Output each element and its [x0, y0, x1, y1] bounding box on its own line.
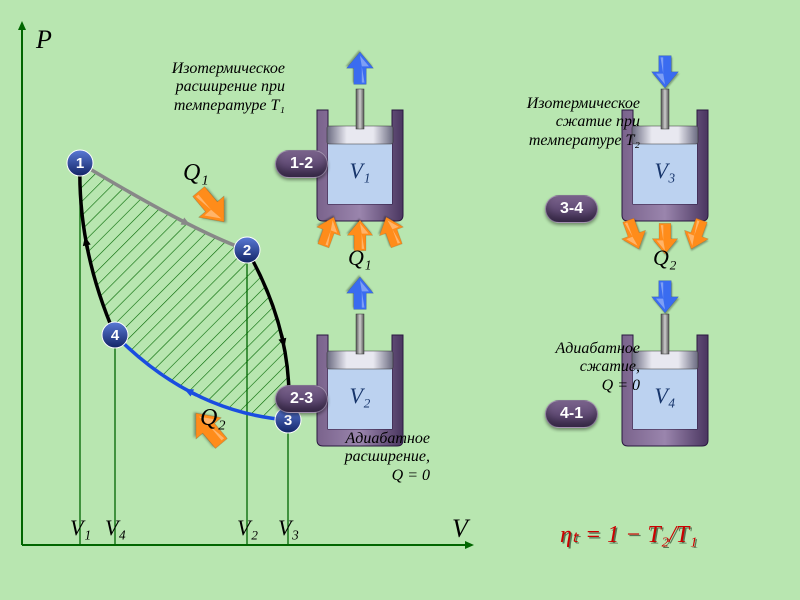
- pv-node-label: 2: [243, 242, 251, 259]
- p-label: P: [35, 25, 52, 54]
- step-badge: 4-1: [545, 400, 598, 428]
- tick-label: V₄: [105, 515, 126, 540]
- volume-label: V₃: [654, 158, 675, 183]
- tick-label: V₃: [278, 515, 299, 540]
- tick-label: V₂: [237, 515, 258, 540]
- piston-q-label: Q₁: [348, 245, 372, 270]
- pv-node-label: 4: [111, 327, 120, 344]
- step-caption: Адиабатное расширение, Q = 0: [345, 430, 430, 485]
- carnot-diagram: PVV₁V₄V₂V₃1234Q₁Q₂V₁Q₁V₂V₃Q₂V₄: [0, 0, 800, 600]
- efficiency-formula: ηₜ = 1 − T₂/T₁: [560, 520, 697, 549]
- step-badge: 2-3: [275, 385, 328, 413]
- q1-label: Q₁: [183, 160, 209, 186]
- step-caption: Изотермическое расширение при температур…: [172, 60, 285, 115]
- pv-node-label: 1: [76, 155, 84, 172]
- step-caption: Адиабатное сжатие, Q = 0: [555, 340, 640, 395]
- pv-node-label: 3: [284, 412, 292, 429]
- step-caption: Изотермическое сжатие при температуре T₂: [527, 95, 640, 150]
- volume-label: V₂: [349, 383, 370, 408]
- step-badge: 1-2: [275, 150, 328, 178]
- tick-label: V₁: [70, 515, 91, 540]
- step-badge: 3-4: [545, 195, 598, 223]
- volume-label: V₄: [654, 383, 675, 408]
- piston-q-label: Q₂: [653, 245, 677, 270]
- volume-label: V₁: [349, 158, 370, 183]
- q2-label: Q₂: [200, 405, 226, 431]
